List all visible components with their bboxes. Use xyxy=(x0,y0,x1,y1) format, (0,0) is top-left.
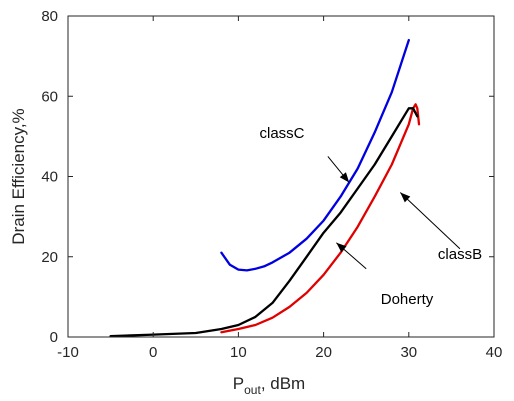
annotation-arrowhead-classc xyxy=(339,172,350,183)
x-tick-label: 40 xyxy=(486,344,503,361)
y-tick-label: 20 xyxy=(41,249,58,266)
y-axis-label: Drain Efficiency,% xyxy=(9,108,28,244)
x-tick-label: -10 xyxy=(57,344,79,361)
plot-area xyxy=(68,16,494,337)
series-layer xyxy=(109,38,421,338)
x-tick-label: 10 xyxy=(230,344,247,361)
annotation-label-doherty: Doherty xyxy=(381,291,434,308)
annotation-arrow-classb xyxy=(399,192,461,250)
series-line-classc xyxy=(220,38,410,272)
y-tick-label: 80 xyxy=(41,8,58,25)
x-tick-label: 30 xyxy=(400,344,417,361)
series-line-classb xyxy=(220,103,421,334)
y-tick-label: 0 xyxy=(50,329,58,346)
annotation-arrowhead-doherty xyxy=(336,242,347,253)
annotation-arrowhead-classb xyxy=(400,192,411,203)
x-axis-label-subscript: out xyxy=(244,383,261,397)
y-tick-label: 40 xyxy=(41,169,58,186)
x-axis-label-suffix: , dBm xyxy=(261,374,305,393)
x-tick-label: 0 xyxy=(149,344,157,361)
x-axis-label: Pout, dBm xyxy=(233,374,305,397)
plot-background xyxy=(68,16,494,337)
annotation-label-classc: classC xyxy=(259,125,304,142)
annotation-label-classb: classB xyxy=(438,246,482,263)
annotations-layer: classC classB Doherty xyxy=(259,125,482,308)
x-tick-label: 20 xyxy=(315,344,332,361)
series-line-doherty xyxy=(109,107,419,338)
x-axis-label-main: P xyxy=(233,374,244,393)
y-tick-label: 60 xyxy=(41,88,58,105)
